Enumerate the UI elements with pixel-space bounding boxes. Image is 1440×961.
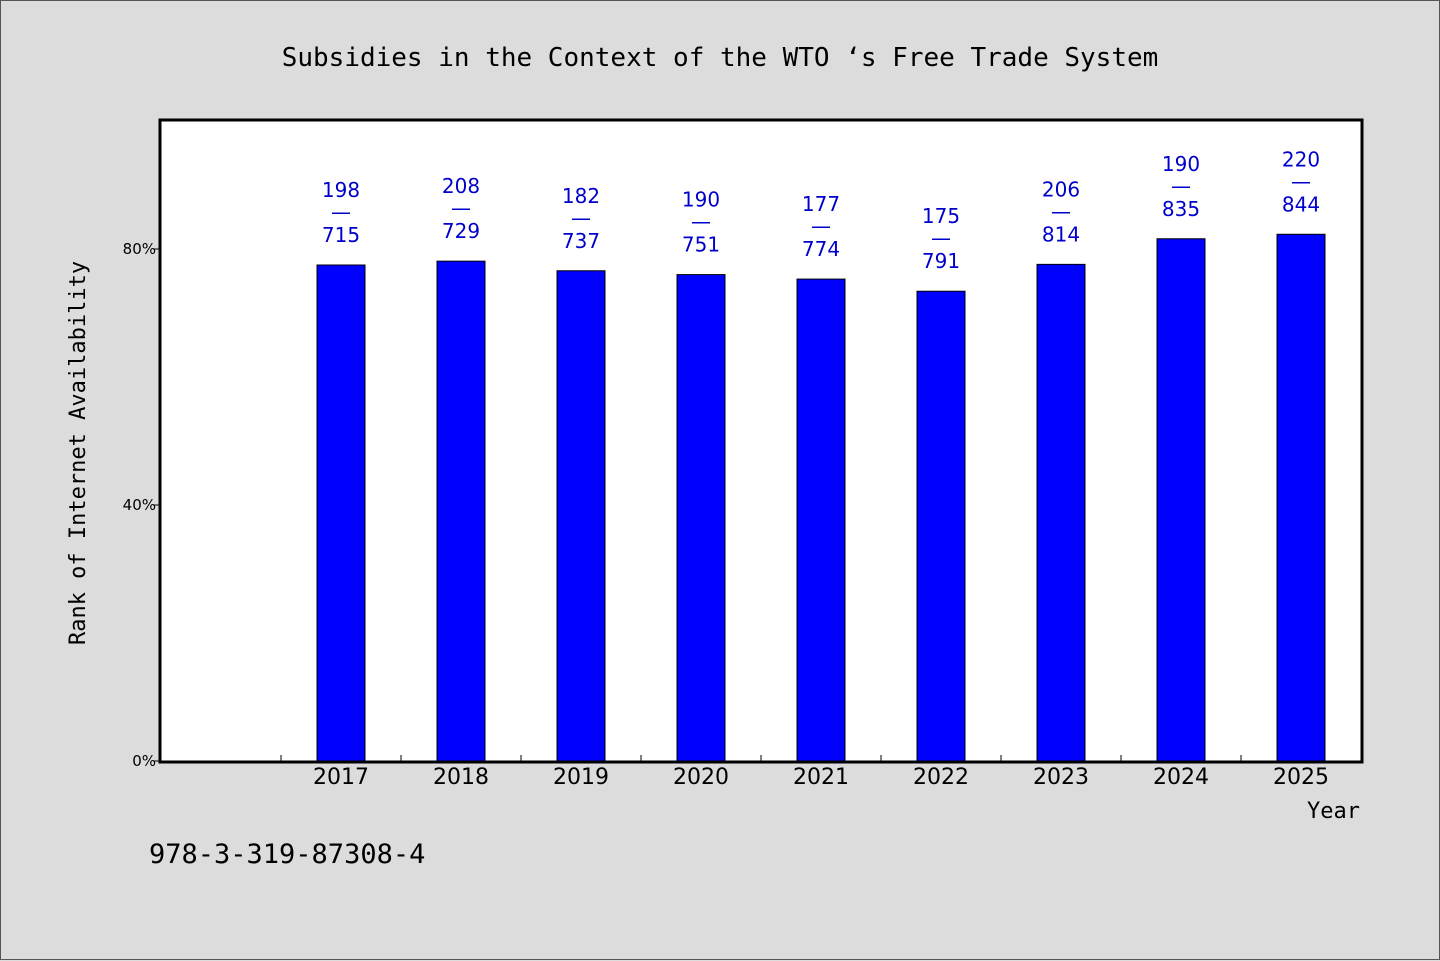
- data-labels: 198—715208—729182—737190—751177—774175—7…: [322, 147, 1320, 273]
- data-label-top: 190: [682, 188, 720, 212]
- data-label-top: 220: [1282, 147, 1320, 171]
- data-label-top: 182: [562, 184, 600, 208]
- data-label-top: 208: [442, 174, 480, 198]
- data-label-bottom: 737: [562, 229, 600, 253]
- data-label-bottom: 751: [682, 233, 720, 257]
- bar: [676, 274, 726, 762]
- bar: [436, 260, 486, 762]
- x-tick-label: 2018: [433, 765, 489, 790]
- bar: [1036, 263, 1086, 762]
- y-axis: 0% 40% 80%: [123, 240, 161, 770]
- bar: [556, 270, 606, 762]
- bar: [796, 278, 846, 762]
- data-label-separator: —: [931, 226, 951, 250]
- bar: [1276, 233, 1326, 762]
- bar-series: [316, 233, 1326, 762]
- x-axis: 2017 2018 2019 2020 2021 2022 2023 2024 2025: [280, 755, 1329, 790]
- y-tick-label: 80%: [123, 240, 156, 258]
- x-tick-label: 2022: [913, 765, 969, 790]
- data-label-bottom: 715: [322, 223, 360, 247]
- x-tick-label: 2021: [793, 765, 849, 790]
- data-label-separator: —: [811, 214, 831, 238]
- data-label-bottom: 835: [1162, 197, 1200, 221]
- data-label-bottom: 844: [1282, 192, 1320, 216]
- data-label-separator: —: [571, 206, 591, 230]
- data-label-top: 175: [922, 204, 960, 228]
- isbn-text: 978-3-319-87308-4: [149, 839, 425, 870]
- x-tick-label: 2020: [673, 765, 729, 790]
- x-tick-label: 2017: [313, 765, 369, 790]
- bar: [1156, 238, 1206, 762]
- chart-title: Subsidies in the Context of the WTO ‘s F…: [282, 43, 1159, 73]
- y-axis-title: Rank of Internet Availability: [66, 261, 91, 645]
- data-label-top: 198: [322, 178, 360, 202]
- data-label-bottom: 791: [922, 249, 960, 273]
- bar: [316, 264, 366, 762]
- data-label-separator: —: [451, 196, 471, 220]
- x-tick-label: 2024: [1153, 765, 1209, 790]
- bar: [916, 290, 966, 762]
- data-label-bottom: 729: [442, 219, 480, 243]
- x-axis-title: Year: [1307, 799, 1360, 824]
- data-label-top: 206: [1042, 177, 1080, 201]
- data-label-top: 190: [1162, 152, 1200, 176]
- data-label-separator: —: [331, 200, 351, 224]
- data-label-separator: —: [1051, 199, 1071, 223]
- data-label-bottom: 774: [802, 237, 840, 261]
- x-tick-label: 2019: [553, 765, 609, 790]
- data-label-bottom: 814: [1042, 222, 1080, 246]
- x-tick-label: 2023: [1033, 765, 1089, 790]
- data-label-separator: —: [1291, 169, 1311, 193]
- y-tick-label: 0%: [132, 752, 156, 770]
- data-label-separator: —: [1171, 174, 1191, 198]
- data-label-separator: —: [691, 210, 711, 234]
- x-tick-label: 2025: [1273, 765, 1329, 790]
- data-label-top: 177: [802, 192, 840, 216]
- y-tick-label: 40%: [123, 496, 156, 514]
